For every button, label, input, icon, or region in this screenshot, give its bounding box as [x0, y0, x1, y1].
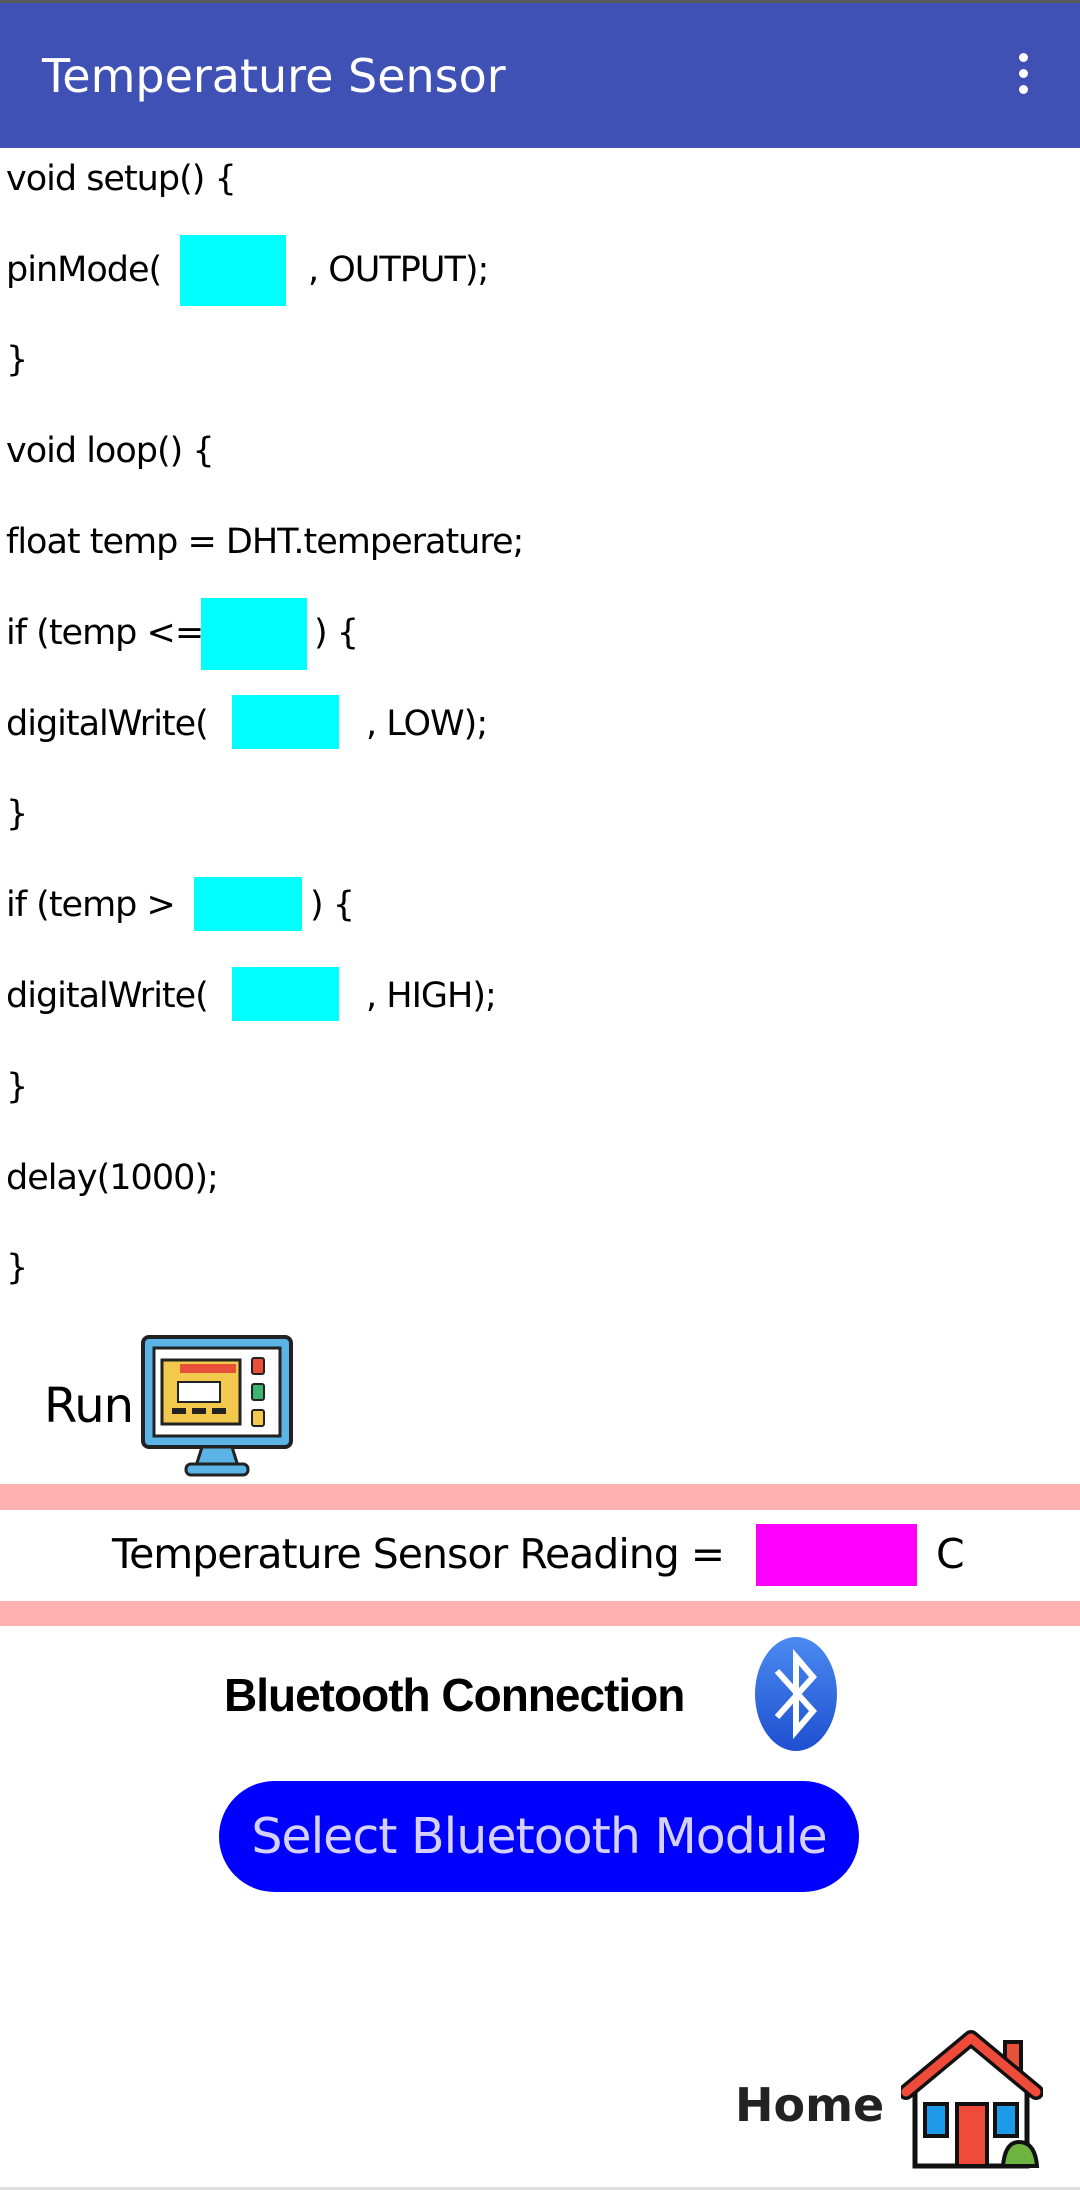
code-text: }: [6, 1248, 28, 1288]
code-line: if (temp <= ) {: [6, 608, 359, 658]
code-text: }: [6, 794, 28, 834]
code-line: pinMode( , OUTPUT);: [6, 245, 489, 295]
app-title: Temperature Sensor: [42, 49, 506, 103]
code-text: void setup() {: [6, 159, 237, 199]
divider-band: [0, 1484, 1080, 1510]
pin-high-input-slot[interactable]: [232, 967, 339, 1021]
more-vert-icon[interactable]: [1008, 53, 1038, 105]
code-text: if (temp >: [6, 885, 176, 925]
code-line: digitalWrite( , LOW);: [6, 699, 488, 749]
code-line: if (temp > ) {: [6, 880, 355, 930]
bluetooth-connection-label: Bluetooth Connection: [224, 1669, 685, 1721]
code-text: if (temp <=: [6, 613, 204, 653]
code-text: digitalWrite(: [6, 704, 209, 744]
computer-dashboard-icon[interactable]: [140, 1334, 294, 1478]
house-icon[interactable]: [901, 2030, 1043, 2172]
home-label[interactable]: Home: [735, 2078, 885, 2132]
temperature-value-box: [756, 1524, 917, 1586]
code-text: , HIGH);: [366, 976, 497, 1016]
code-text: ) {: [314, 613, 359, 653]
code-line: }: [6, 1062, 28, 1112]
threshold-high-input-slot[interactable]: [194, 877, 302, 931]
pin-input-slot[interactable]: [180, 235, 286, 306]
code-line: float temp = DHT.temperature;: [6, 517, 524, 567]
code-line: }: [6, 789, 28, 839]
code-text: void loop() {: [6, 431, 215, 471]
code-line: }: [6, 335, 28, 385]
code-text: ) {: [310, 885, 355, 925]
divider-band: [0, 1601, 1080, 1626]
bottom-divider: [0, 2187, 1080, 2190]
code-text: float temp = DHT.temperature;: [6, 522, 524, 562]
code-text: }: [6, 1067, 28, 1107]
code-line: void setup() {: [6, 154, 237, 204]
threshold-low-input-slot[interactable]: [201, 598, 307, 670]
code-text: , LOW);: [366, 704, 488, 744]
reading-label: Temperature Sensor Reading =: [112, 1530, 725, 1578]
code-text: digitalWrite(: [6, 976, 209, 1016]
code-text: }: [6, 340, 28, 380]
app-bar: Temperature Sensor: [0, 0, 1080, 148]
temperature-unit: C: [936, 1530, 965, 1578]
run-label: Run: [44, 1378, 134, 1434]
code-text: , OUTPUT);: [308, 250, 489, 290]
code-text: pinMode(: [6, 250, 162, 290]
bluetooth-icon: [755, 1637, 837, 1751]
code-line: void loop() {: [6, 426, 215, 476]
pin-low-input-slot[interactable]: [232, 695, 339, 749]
select-bluetooth-module-button[interactable]: Select Bluetooth Module: [219, 1781, 859, 1892]
code-text: delay(1000);: [6, 1158, 219, 1198]
code-line: delay(1000);: [6, 1153, 219, 1203]
code-line: digitalWrite( , HIGH);: [6, 971, 497, 1021]
code-line: }: [6, 1243, 28, 1293]
